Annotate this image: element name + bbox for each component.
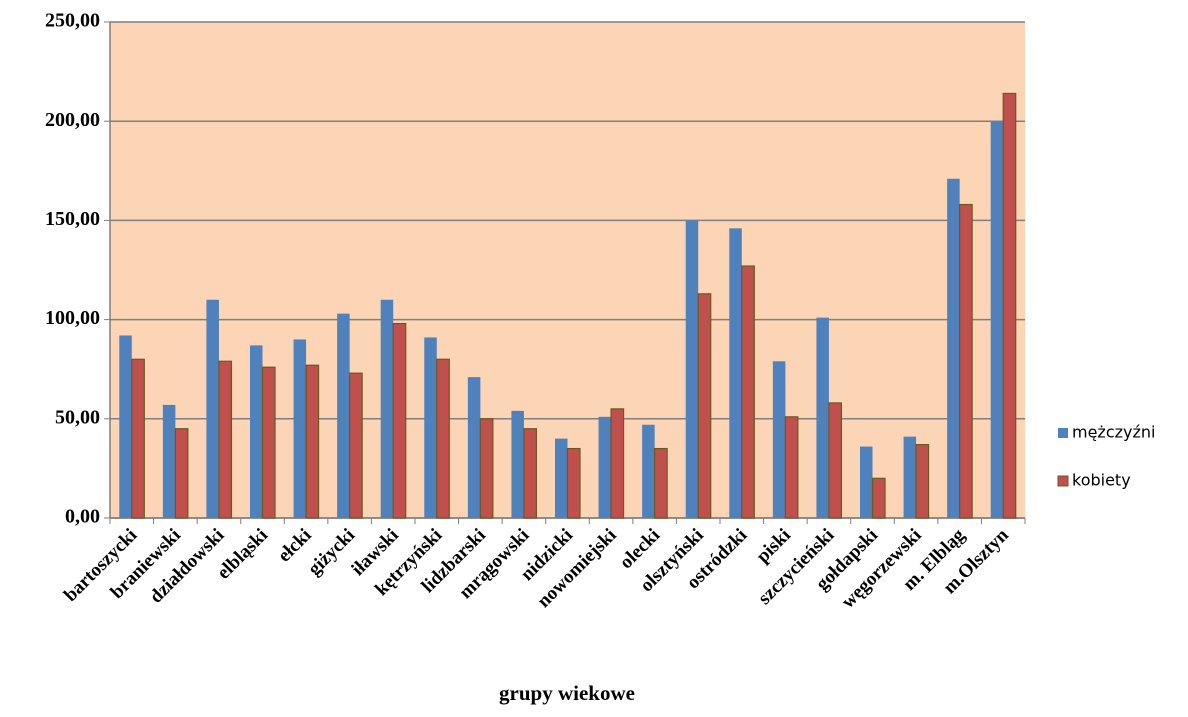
bar	[479, 418, 494, 519]
y-tick-label: 50,00	[55, 406, 100, 428]
bar	[218, 360, 233, 519]
bar	[772, 361, 786, 518]
y-tick-label: 250,00	[45, 10, 100, 32]
bar	[392, 322, 407, 519]
bar	[162, 404, 176, 518]
bar	[784, 416, 799, 519]
bar	[467, 377, 481, 518]
bar	[697, 293, 712, 519]
bar	[337, 313, 350, 518]
bar	[990, 121, 1004, 518]
bar	[305, 364, 320, 519]
bar	[206, 299, 219, 518]
bar	[741, 265, 755, 519]
x-tick-label: giżycki	[304, 525, 359, 580]
bar	[903, 436, 917, 518]
bar	[685, 220, 699, 518]
bar	[598, 416, 612, 518]
bar	[729, 228, 742, 518]
bar	[131, 358, 145, 519]
legend-swatch	[1057, 475, 1069, 487]
bar	[380, 299, 394, 518]
bar	[119, 335, 132, 518]
bar	[642, 424, 655, 518]
bar	[828, 402, 843, 519]
bar	[511, 410, 524, 518]
legend-label: mężczyźni	[1072, 423, 1155, 442]
bar	[871, 477, 886, 519]
bar	[174, 428, 189, 519]
y-tick-label: 0,00	[65, 506, 100, 528]
bar	[654, 447, 668, 519]
y-tick-label: 200,00	[45, 109, 100, 131]
bar	[816, 317, 829, 518]
bar	[860, 446, 873, 518]
bar	[523, 428, 538, 519]
bar	[959, 203, 973, 519]
legend-label: kobiety	[1072, 471, 1131, 490]
y-tick-label: 100,00	[45, 307, 100, 329]
bar	[566, 447, 581, 519]
bar	[1002, 92, 1017, 519]
bar	[555, 438, 568, 518]
bar	[915, 443, 930, 519]
bar	[436, 358, 450, 519]
y-tick-label: 150,00	[45, 208, 100, 230]
legend-swatch	[1058, 428, 1068, 438]
bar	[947, 178, 960, 518]
bar	[349, 372, 363, 519]
bar	[610, 408, 625, 519]
bar	[293, 339, 307, 518]
bar	[261, 366, 276, 519]
bar	[424, 337, 437, 518]
x-axis-title: grupy wiekowe	[499, 681, 635, 705]
bar	[250, 345, 263, 518]
